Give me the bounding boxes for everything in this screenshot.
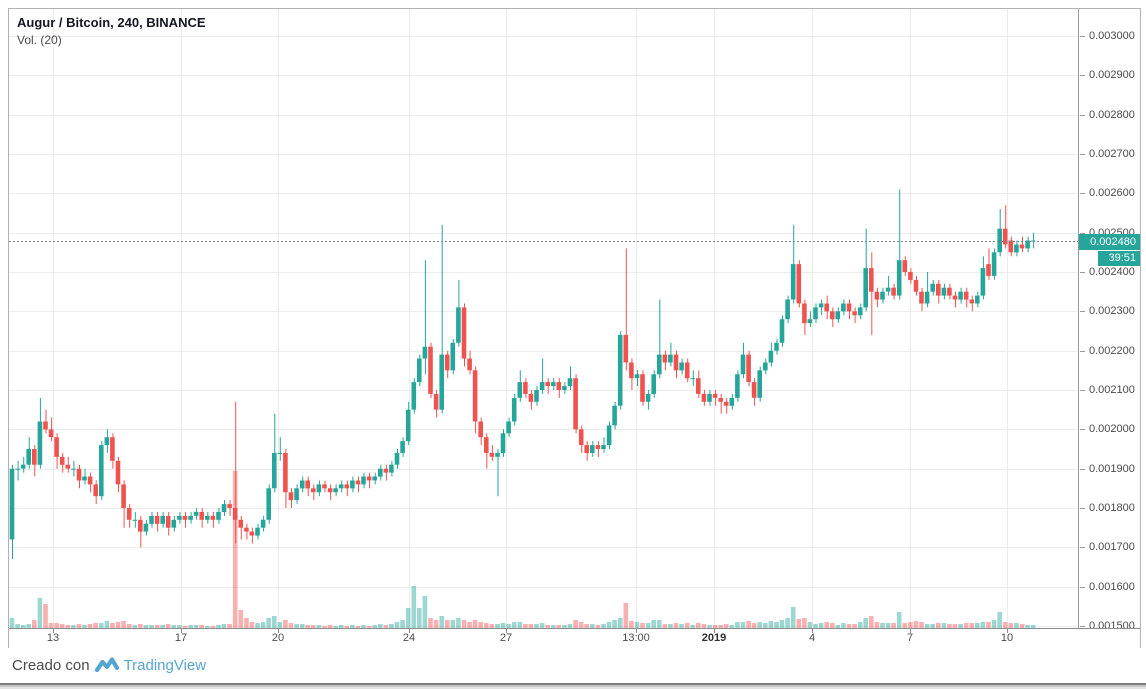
- time-axis-label: 7: [906, 632, 914, 644]
- time-axis-tick: [1007, 629, 1008, 633]
- time-axis-label: 24: [402, 632, 416, 644]
- price-axis-tick: [1080, 154, 1085, 155]
- price-chart[interactable]: [9, 9, 1078, 628]
- price-axis-tick: [1080, 311, 1085, 312]
- last-price-badge: 0.002480: [1079, 234, 1140, 250]
- price-axis-tick: [1080, 429, 1085, 430]
- price-axis-label: 0.002400: [1089, 266, 1135, 278]
- price-axis-label: 0.002700: [1089, 148, 1135, 160]
- tradingview-link[interactable]: TradingView: [123, 656, 207, 674]
- price-axis-tick: [1080, 272, 1085, 273]
- tradingview-logo-icon[interactable]: [94, 655, 119, 675]
- time-axis-label: 20: [271, 632, 285, 644]
- price-axis-tick: [1080, 351, 1085, 352]
- time-axis-label: 13:00: [622, 632, 650, 644]
- price-axis-label: 0.001500: [1089, 620, 1135, 628]
- time-axis-tick: [278, 629, 279, 633]
- time-axis-label: 10: [1000, 632, 1014, 644]
- price-axis-label: 0.001900: [1089, 463, 1135, 475]
- chart-frame: Augur / Bitcoin, 240, BINANCE Vol. (20) …: [8, 8, 1141, 648]
- time-axis[interactable]: 13 17 20 24 27 13:00 2019 4 7 10: [9, 628, 1140, 648]
- time-axis-tick: [53, 629, 54, 633]
- price-axis-tick: [1080, 390, 1085, 391]
- price-axis-label: 0.002600: [1089, 187, 1135, 199]
- time-axis-tick: [506, 629, 507, 633]
- price-axis-label: 0.002200: [1089, 345, 1135, 357]
- price-axis-label: 0.002300: [1089, 305, 1135, 317]
- bar-countdown-badge: 39:51: [1098, 251, 1140, 266]
- bottom-window-edge: [0, 682, 1146, 689]
- price-axis-label: 0.001800: [1089, 502, 1135, 514]
- time-axis-tick: [812, 629, 813, 633]
- attribution-text: Creado con: [12, 656, 90, 674]
- time-axis-label: 4: [808, 632, 816, 644]
- attribution: Creado con TradingView: [12, 652, 206, 678]
- price-axis-tick: [1080, 508, 1085, 509]
- price-axis-label: 0.002800: [1089, 109, 1135, 121]
- time-axis-tick: [409, 629, 410, 633]
- price-axis-tick: [1080, 36, 1085, 37]
- price-axis[interactable]: 0.003000 0.002900 0.002800 0.002700 0.002600…: [1078, 9, 1140, 628]
- chart-legend[interactable]: Augur / Bitcoin, 240, BINANCE Vol. (20): [17, 15, 206, 47]
- symbol-title: Augur / Bitcoin, 240, BINANCE: [17, 15, 206, 30]
- time-axis-label: 13: [46, 632, 60, 644]
- price-axis-label: 0.003000: [1089, 30, 1135, 42]
- time-axis-tick: [181, 629, 182, 633]
- candlestick-volume-canvas[interactable]: [9, 9, 1078, 628]
- price-axis-label: 0.002000: [1089, 423, 1135, 435]
- price-axis-tick: [1080, 547, 1085, 548]
- price-axis-tick: [1080, 587, 1085, 588]
- price-axis-tick: [1080, 626, 1085, 627]
- time-axis-tick: [714, 629, 715, 633]
- price-axis-tick: [1080, 469, 1085, 470]
- price-axis-tick: [1080, 233, 1085, 234]
- price-axis-label: 0.001700: [1089, 541, 1135, 553]
- price-axis-label: 0.002900: [1089, 69, 1135, 81]
- time-axis-tick: [636, 629, 637, 633]
- price-axis-label: 0.001600: [1089, 581, 1135, 593]
- time-axis-label: 27: [499, 632, 513, 644]
- price-axis-tick: [1080, 193, 1085, 194]
- time-axis-tick: [910, 629, 911, 633]
- price-axis-tick: [1080, 75, 1085, 76]
- price-axis-tick: [1080, 115, 1085, 116]
- time-axis-label: 2019: [701, 632, 727, 644]
- volume-indicator-label: Vol. (20): [17, 33, 62, 47]
- time-axis-label: 17: [174, 632, 188, 644]
- price-axis-label: 0.002100: [1089, 384, 1135, 396]
